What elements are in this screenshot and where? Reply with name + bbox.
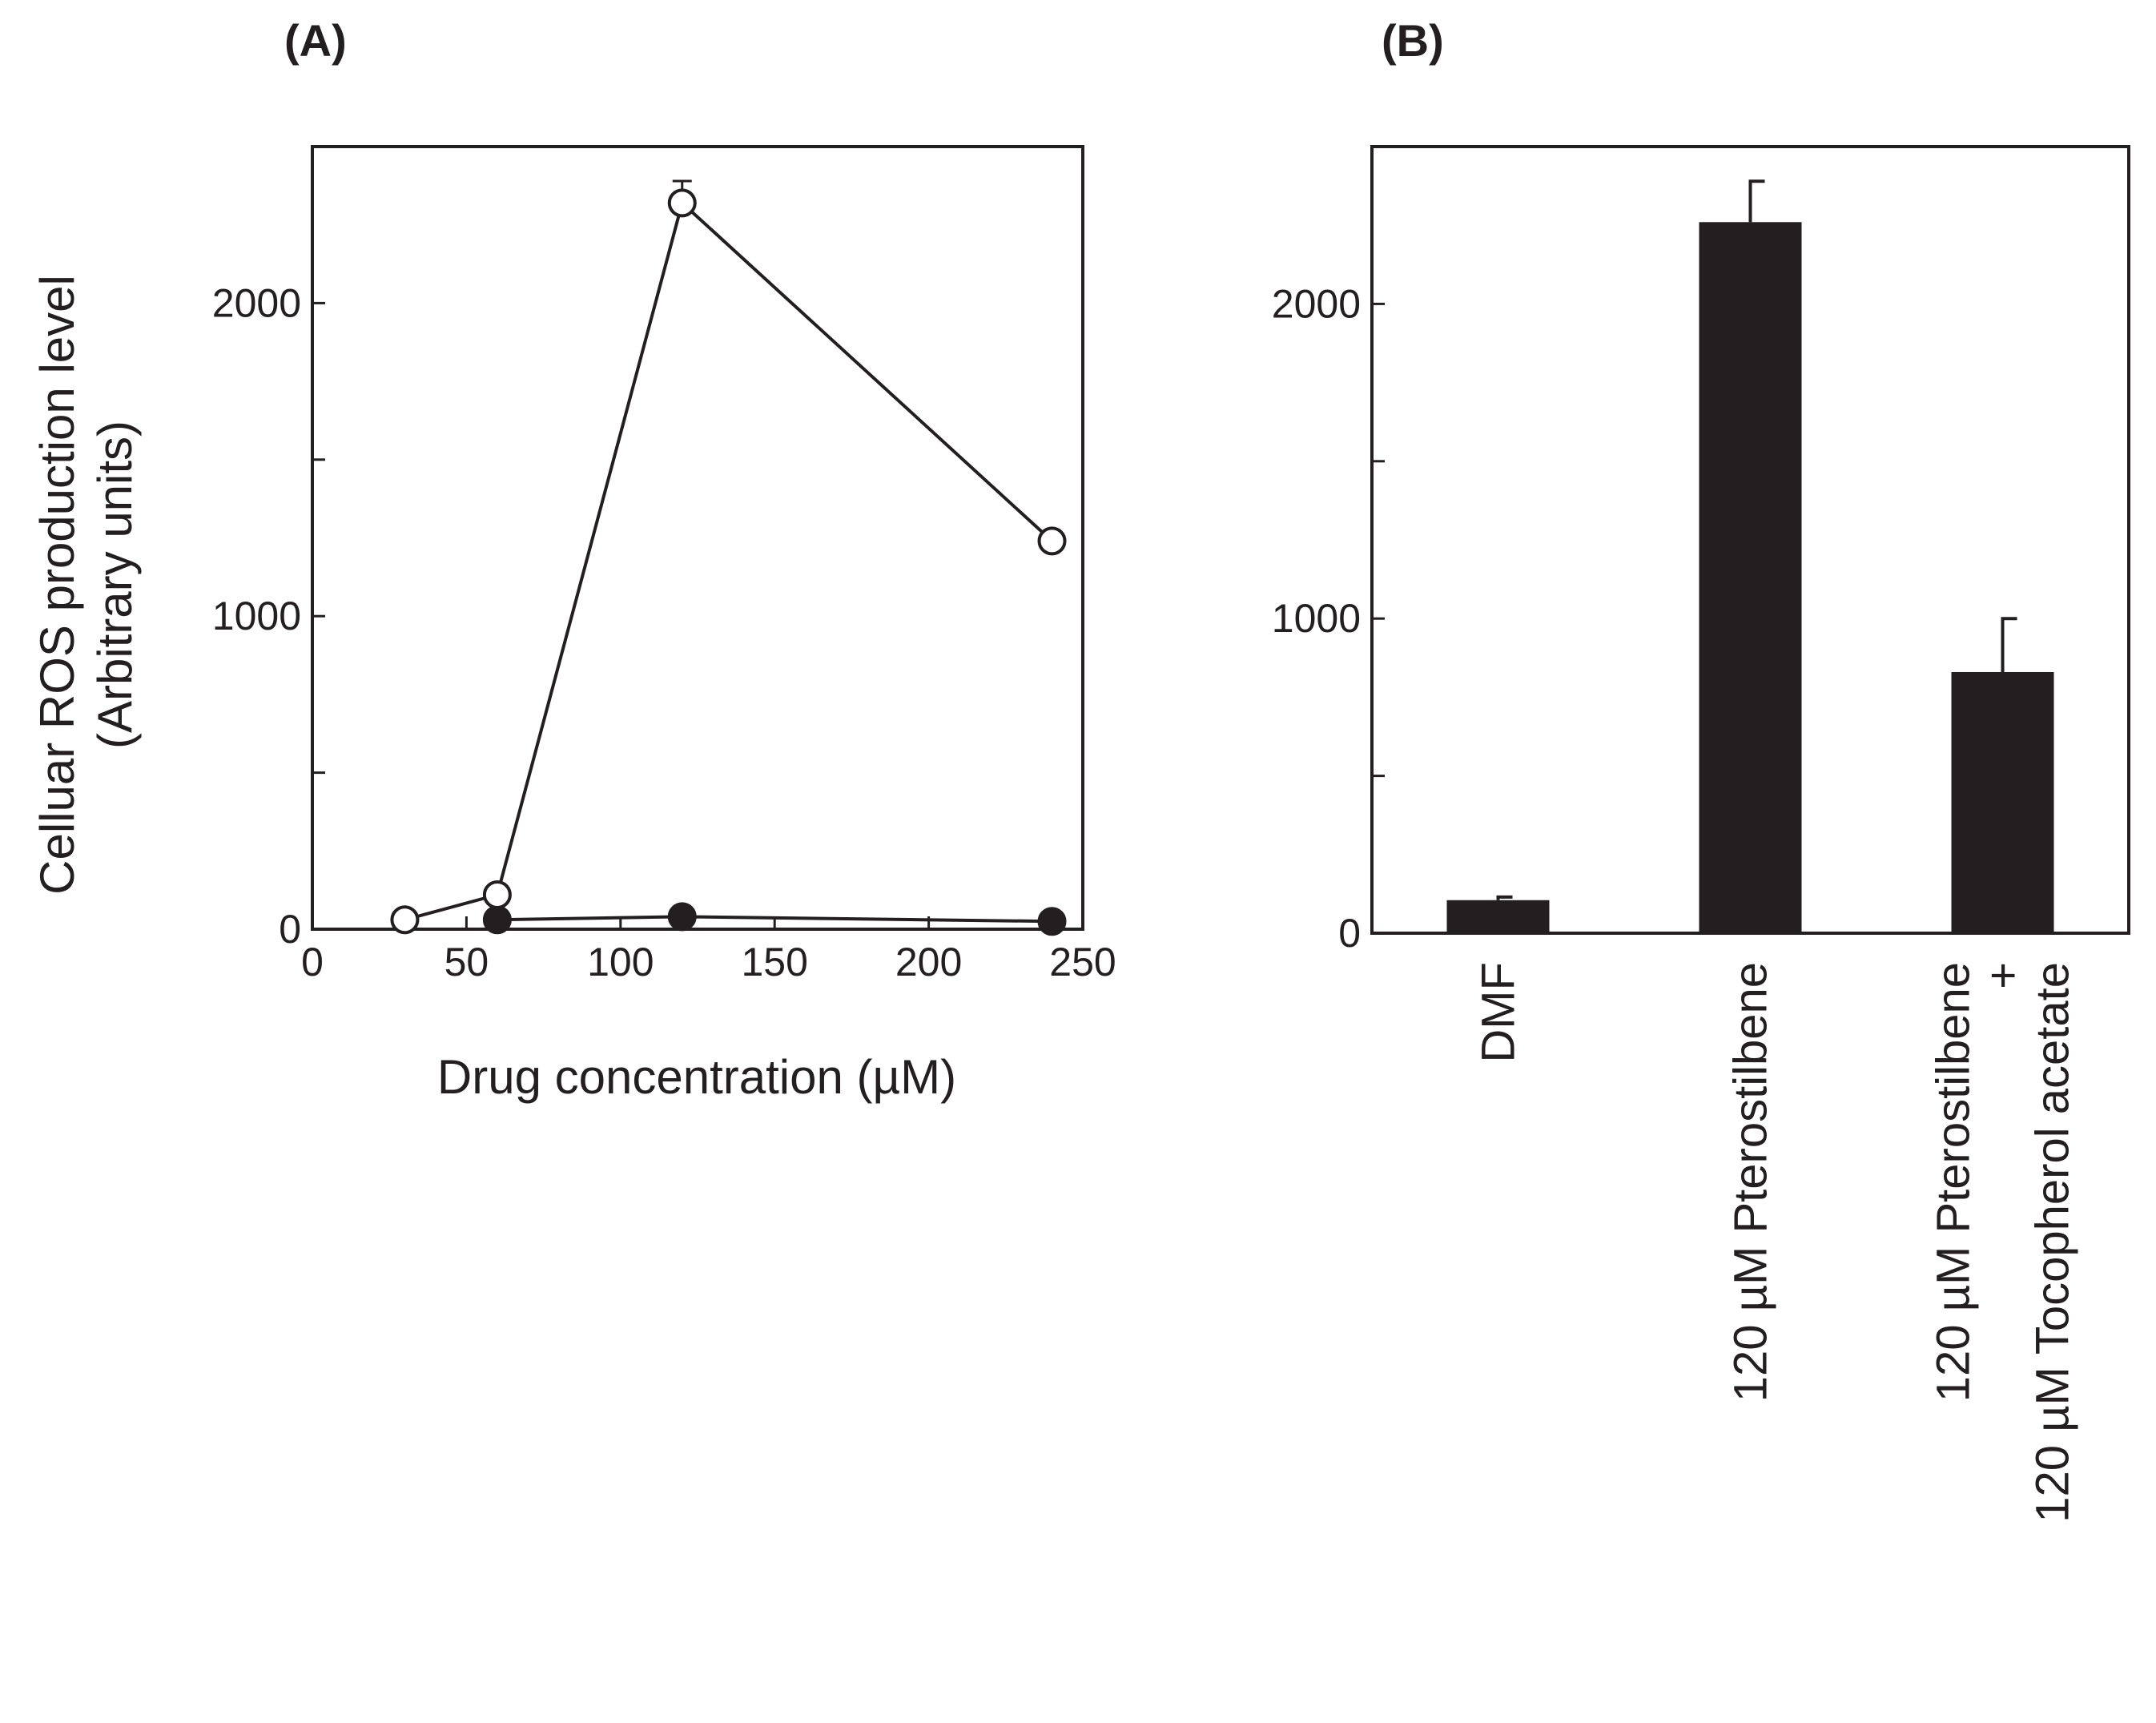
- x-tick-label: 150: [741, 940, 807, 984]
- y-axis-title-line1: Celluar ROS production level: [30, 275, 84, 895]
- x-tick-label: 50: [444, 940, 489, 984]
- y-tick-label: 1000: [212, 594, 301, 638]
- category-label: 120 µM Pterostilbene: [1928, 962, 1980, 1402]
- panel-label-a: (A): [284, 15, 347, 66]
- bar: [1446, 900, 1550, 933]
- y-tick-label: 1000: [1272, 596, 1361, 641]
- panel-a-line-chart: Celluar ROS production level (Arbitrary …: [30, 145, 1116, 1104]
- bar: [1699, 222, 1802, 934]
- category-label: 120 µM Pterostilbene: [1725, 962, 1777, 1402]
- category-label: DMF: [1473, 962, 1525, 1063]
- x-axis-title: Drug concentration (µM): [437, 1050, 956, 1104]
- x-tick-label: 200: [895, 940, 962, 984]
- data-point-filled-circle: [482, 905, 512, 935]
- panel-b-bar-chart: 0 1000 2000 DMF 120 µM Pterostilbene 120 µM P…: [1272, 145, 2130, 1523]
- y-tick-label: 2000: [1272, 281, 1361, 326]
- data-point-filled-circle: [667, 902, 697, 932]
- series-line: [404, 199, 1053, 922]
- plot-frame: [311, 145, 1084, 931]
- data-point-open-circle: [1037, 526, 1067, 556]
- x-tick-label: 100: [587, 940, 654, 984]
- data-point-open-circle: [390, 905, 420, 935]
- y-tick-label: 0: [279, 907, 301, 952]
- x-tick-label: 250: [1049, 940, 1116, 984]
- bar: [1951, 671, 2054, 933]
- data-point-filled-circle: [1037, 907, 1067, 936]
- y-tick-label: 2000: [212, 280, 301, 325]
- category-label: +: [1977, 962, 2029, 989]
- data-point-open-circle: [667, 188, 697, 218]
- category-label: 120 µM Tocopherol acetate: [2027, 962, 2079, 1523]
- x-tick-label: 0: [301, 940, 324, 984]
- y-axis-title-line2: (Arbitrary units): [88, 421, 142, 749]
- panel-label-b: (B): [1382, 15, 1444, 66]
- data-point-open-circle: [482, 880, 512, 910]
- y-tick-label: 0: [1338, 911, 1361, 956]
